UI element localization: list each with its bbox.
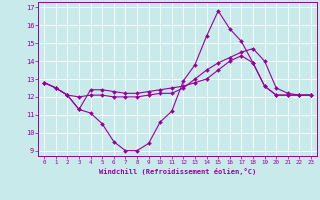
X-axis label: Windchill (Refroidissement éolien,°C): Windchill (Refroidissement éolien,°C) — [99, 168, 256, 175]
